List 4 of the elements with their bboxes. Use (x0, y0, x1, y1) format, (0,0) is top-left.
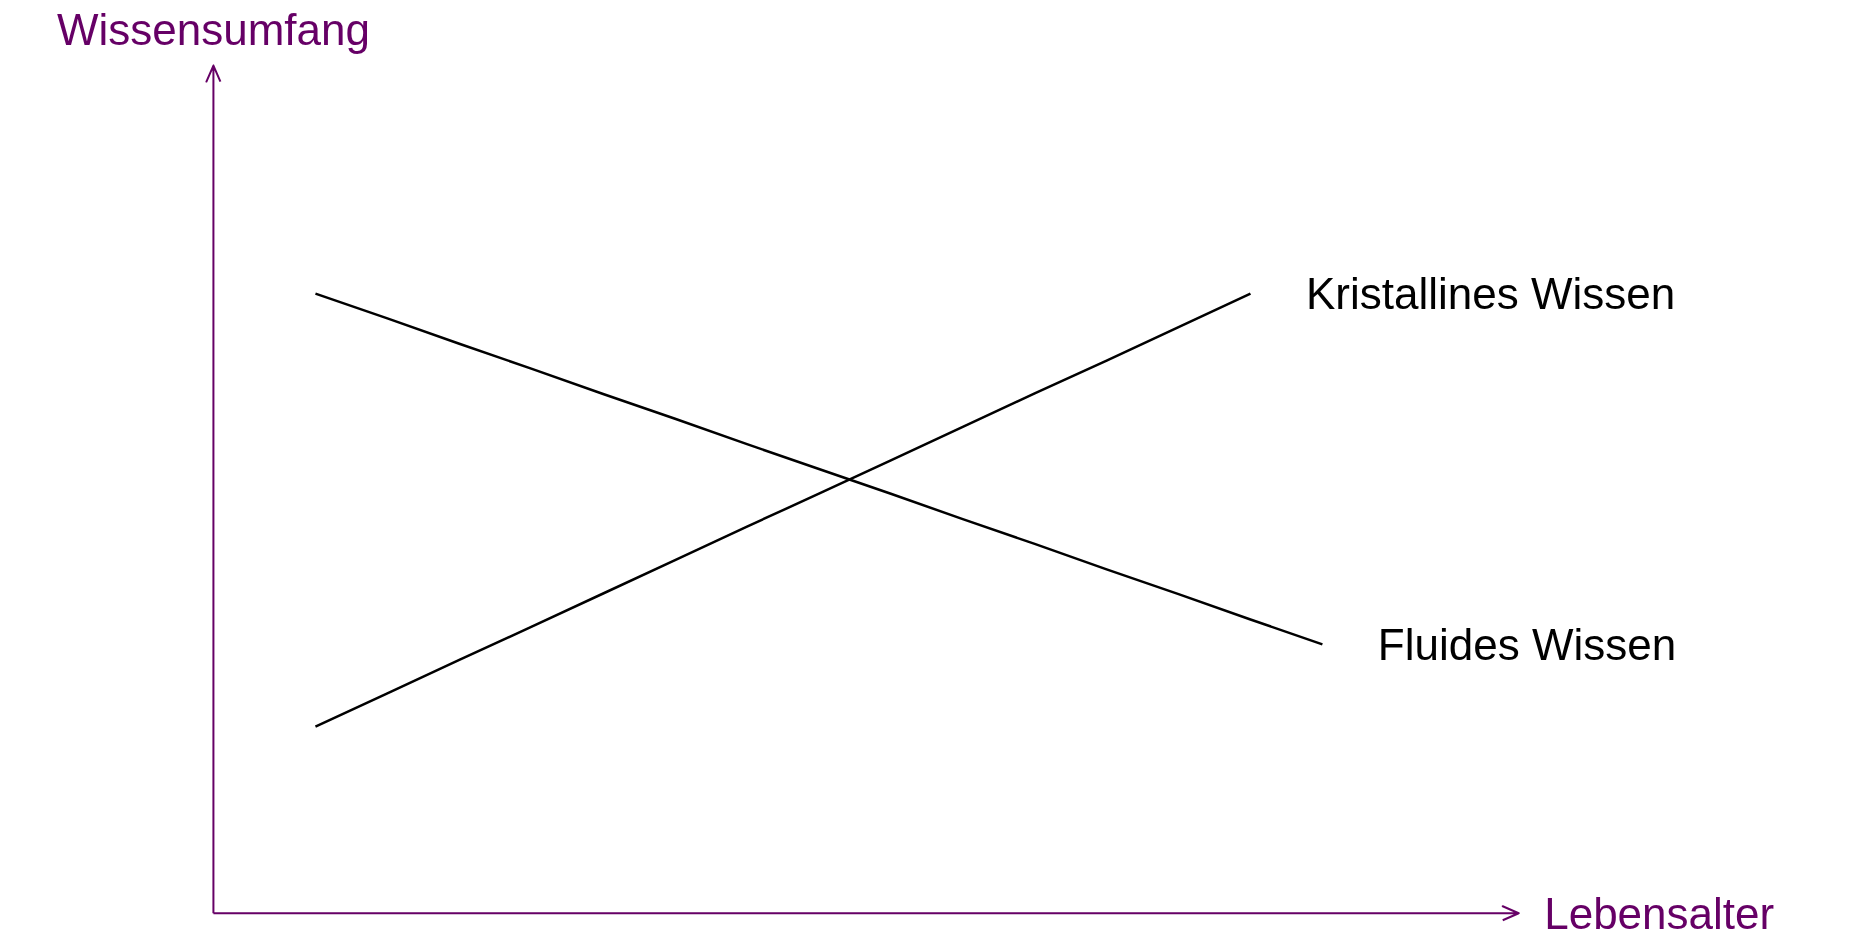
x-axis-title: Lebensalter (1544, 888, 1775, 938)
text: Wissensumfang (56, 5, 370, 55)
series-label: Fluides Wissen (1377, 619, 1677, 669)
series-label: Kristallines Wissen (1305, 269, 1676, 319)
